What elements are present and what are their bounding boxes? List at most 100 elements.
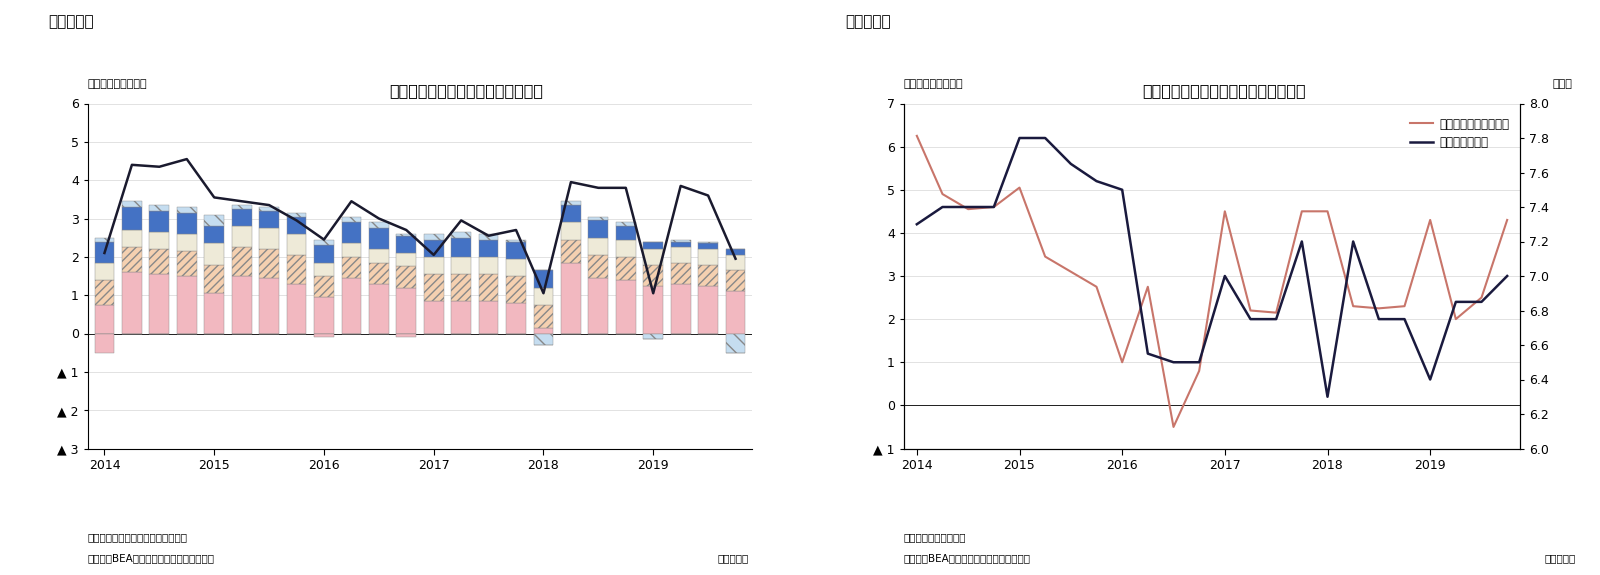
Bar bbox=[562, 205, 581, 223]
Bar bbox=[259, 249, 278, 278]
Bar bbox=[370, 223, 389, 228]
Bar bbox=[341, 243, 362, 257]
Bar bbox=[370, 228, 389, 249]
Bar bbox=[259, 278, 278, 333]
Bar bbox=[149, 211, 170, 232]
Bar bbox=[314, 240, 334, 246]
Bar bbox=[643, 249, 662, 264]
Bar bbox=[122, 201, 142, 207]
Bar bbox=[698, 249, 718, 264]
Text: （前期比年率、％）: （前期比年率、％） bbox=[904, 79, 963, 89]
Bar bbox=[178, 251, 197, 276]
Bar bbox=[314, 276, 334, 297]
Bar bbox=[451, 257, 470, 274]
Bar bbox=[506, 259, 526, 276]
Bar bbox=[643, 242, 662, 249]
Text: （資料）BEAよりニッセイ基礎研究所作成: （資料）BEAよりニッセイ基礎研究所作成 bbox=[904, 553, 1030, 563]
Bar bbox=[424, 274, 443, 301]
Bar bbox=[397, 266, 416, 288]
Bar bbox=[94, 242, 114, 263]
Bar bbox=[533, 328, 554, 334]
Bar bbox=[478, 257, 499, 274]
Bar bbox=[149, 205, 170, 211]
Bar bbox=[286, 283, 307, 334]
Bar bbox=[122, 247, 142, 272]
Bar bbox=[205, 226, 224, 243]
Bar bbox=[424, 301, 443, 334]
Bar bbox=[698, 286, 718, 333]
Bar bbox=[259, 211, 278, 228]
Bar bbox=[478, 274, 499, 301]
Bar bbox=[726, 334, 746, 352]
Bar bbox=[205, 293, 224, 334]
Text: （図表３）: （図表３） bbox=[48, 14, 94, 29]
Bar bbox=[670, 247, 691, 263]
Bar bbox=[149, 274, 170, 333]
Bar bbox=[562, 201, 581, 205]
Bar bbox=[451, 301, 470, 334]
Bar bbox=[370, 283, 389, 334]
Bar bbox=[698, 242, 718, 243]
Bar bbox=[670, 242, 691, 247]
Bar bbox=[341, 217, 362, 223]
Bar bbox=[259, 228, 278, 249]
Bar bbox=[589, 237, 608, 255]
Bar bbox=[670, 240, 691, 241]
Bar bbox=[562, 240, 581, 263]
Title: 米国の実質可処分所得伸び率と貯蓄率: 米国の実質可処分所得伸び率と貯蓄率 bbox=[1142, 83, 1306, 98]
Bar bbox=[94, 305, 114, 333]
Bar bbox=[616, 240, 635, 257]
Bar bbox=[506, 276, 526, 303]
Bar bbox=[643, 286, 662, 333]
Bar bbox=[616, 257, 635, 280]
Bar bbox=[478, 234, 499, 240]
Bar bbox=[94, 334, 114, 352]
Bar bbox=[397, 253, 416, 266]
Bar bbox=[451, 237, 470, 257]
Bar bbox=[451, 274, 470, 301]
Bar bbox=[698, 264, 718, 286]
Bar bbox=[506, 240, 526, 241]
Bar bbox=[232, 205, 251, 209]
Bar bbox=[397, 234, 416, 236]
Bar bbox=[424, 234, 443, 240]
Bar bbox=[533, 305, 554, 328]
Bar bbox=[643, 264, 662, 286]
Bar bbox=[232, 276, 251, 334]
Bar bbox=[286, 234, 307, 255]
Bar bbox=[205, 243, 224, 264]
Bar bbox=[232, 209, 251, 226]
Bar bbox=[397, 288, 416, 334]
Bar bbox=[533, 288, 554, 305]
Bar bbox=[314, 297, 334, 334]
Text: （四半期）: （四半期） bbox=[717, 553, 749, 563]
Bar bbox=[726, 292, 746, 333]
Bar bbox=[341, 278, 362, 333]
Bar bbox=[616, 226, 635, 240]
Bar bbox=[589, 278, 608, 333]
Bar bbox=[178, 213, 197, 234]
Bar bbox=[506, 303, 526, 334]
Bar bbox=[424, 257, 443, 274]
Bar bbox=[643, 334, 662, 339]
Bar bbox=[122, 272, 142, 333]
Bar bbox=[589, 255, 608, 278]
Bar bbox=[726, 249, 746, 255]
Text: （注）季節調整済系列: （注）季節調整済系列 bbox=[904, 532, 966, 542]
Bar bbox=[533, 334, 554, 345]
Bar bbox=[178, 234, 197, 251]
Bar bbox=[478, 240, 499, 257]
Bar bbox=[232, 226, 251, 247]
Bar bbox=[259, 207, 278, 211]
Bar bbox=[670, 263, 691, 283]
Bar bbox=[670, 283, 691, 334]
Bar bbox=[232, 247, 251, 276]
Bar bbox=[286, 217, 307, 234]
Bar bbox=[286, 213, 307, 217]
Bar bbox=[726, 255, 746, 270]
Bar bbox=[94, 280, 114, 305]
Bar bbox=[562, 263, 581, 334]
Bar bbox=[478, 301, 499, 334]
Title: 米国の実質個人消費支出（寄与度）: 米国の実質個人消費支出（寄与度） bbox=[389, 83, 544, 98]
Bar bbox=[370, 249, 389, 263]
